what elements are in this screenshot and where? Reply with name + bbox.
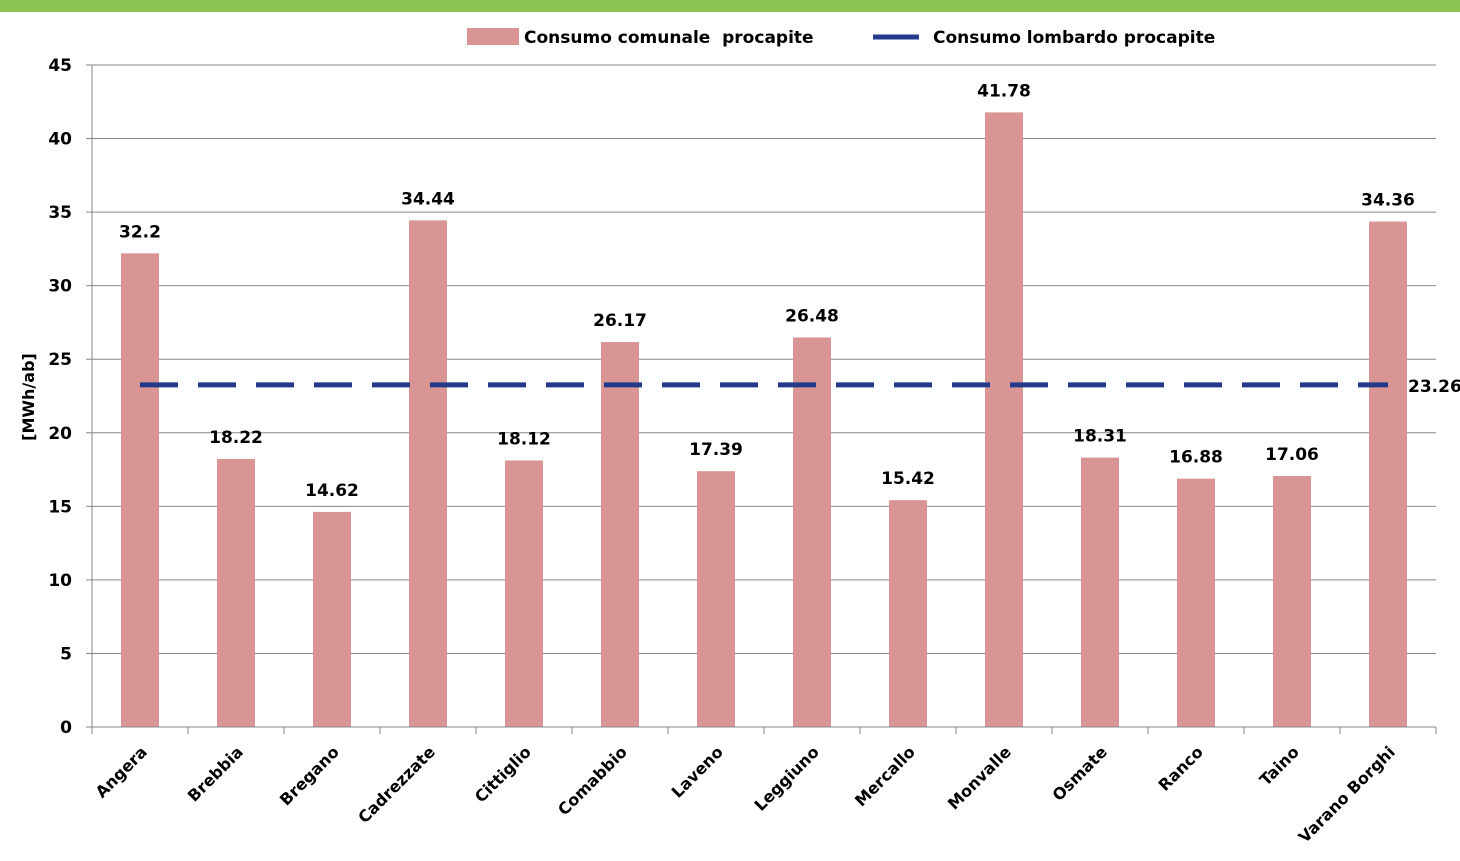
y-tick-label: 45 xyxy=(48,56,72,76)
bar-mercallo xyxy=(889,500,927,727)
bars-layer xyxy=(121,112,1407,728)
data-label: 18.31 xyxy=(1073,427,1127,447)
y-tick-label: 30 xyxy=(48,277,72,297)
x-tick-label: Varano Borghi xyxy=(1295,742,1399,846)
bar-osmate xyxy=(1081,457,1119,727)
data-label: 15.42 xyxy=(881,469,935,489)
y-tick-label: 35 xyxy=(48,203,72,223)
y-tick-label: 20 xyxy=(48,424,72,444)
y-tick-label: 5 xyxy=(60,644,72,664)
x-tick-label: Brebbia xyxy=(184,742,247,805)
x-tick-label: Laveno xyxy=(668,742,727,801)
labels-layer: 0 5 10 15 20 25 30 35 40 45 32.2 Angera 18.22 Brebbia… xyxy=(48,56,1460,847)
bar-brebbia xyxy=(217,458,255,727)
legend-label-bar: Consumo comunale procapite xyxy=(524,28,814,48)
bar-cadrezzate xyxy=(409,220,447,727)
x-tick-label: Cittiglio xyxy=(471,742,535,806)
x-tick-label: Bregano xyxy=(276,742,343,809)
bar-ranco xyxy=(1177,478,1215,727)
y-tick-label: 25 xyxy=(48,350,72,370)
x-tick-label: Ranco xyxy=(1155,742,1207,794)
data-label: 17.06 xyxy=(1265,445,1319,465)
data-label: 34.36 xyxy=(1361,191,1415,211)
bar-laveno xyxy=(697,471,735,727)
legend-swatch-bar xyxy=(467,28,519,45)
data-label: 18.22 xyxy=(209,428,263,448)
data-label: 26.48 xyxy=(785,306,839,326)
data-label: 34.44 xyxy=(401,189,455,209)
data-label: 16.88 xyxy=(1169,448,1223,468)
bar-comabbio xyxy=(601,342,639,727)
y-tick-label: 10 xyxy=(48,571,72,591)
legend-label-line: Consumo lombardo procapite xyxy=(933,28,1215,48)
x-tick-label: Leggiuno xyxy=(751,742,823,814)
data-label: 14.62 xyxy=(305,481,359,501)
x-tick-label: Taino xyxy=(1256,742,1303,789)
bar-varano-borghi xyxy=(1369,221,1407,727)
y-tick-label: 0 xyxy=(60,718,72,738)
bar-taino xyxy=(1273,476,1311,727)
y-axis-title: [MWh/ab] xyxy=(19,353,38,441)
x-tick-label: Angera xyxy=(92,742,151,801)
bar-angera xyxy=(121,253,159,727)
legend: Consumo comunale procapite Consumo lomba… xyxy=(467,28,1215,48)
data-label: 18.12 xyxy=(497,429,551,449)
x-tick-label: Monvalle xyxy=(944,742,1015,813)
x-tick-label: Cadrezzate xyxy=(354,742,439,827)
bar-cittiglio xyxy=(505,460,543,727)
x-tick-label: Osmate xyxy=(1049,742,1111,804)
data-label: 41.78 xyxy=(977,81,1031,101)
y-tick-label: 15 xyxy=(48,497,72,517)
data-label: 32.2 xyxy=(119,222,161,242)
bar-bregano xyxy=(313,511,351,727)
grid-layer xyxy=(92,64,1436,654)
y-tick-label: 40 xyxy=(48,130,72,150)
x-tick-label: Comabbio xyxy=(554,742,631,819)
data-label: 26.17 xyxy=(593,311,647,331)
x-tick-label: Mercallo xyxy=(851,742,919,810)
axes-layer xyxy=(86,64,1437,734)
data-label: 17.39 xyxy=(689,440,743,460)
bar-monvalle xyxy=(985,112,1023,728)
top-accent-bar xyxy=(0,0,1460,12)
bar-leggiuno xyxy=(793,337,831,727)
reference-line-label: 23.26 xyxy=(1408,377,1460,397)
